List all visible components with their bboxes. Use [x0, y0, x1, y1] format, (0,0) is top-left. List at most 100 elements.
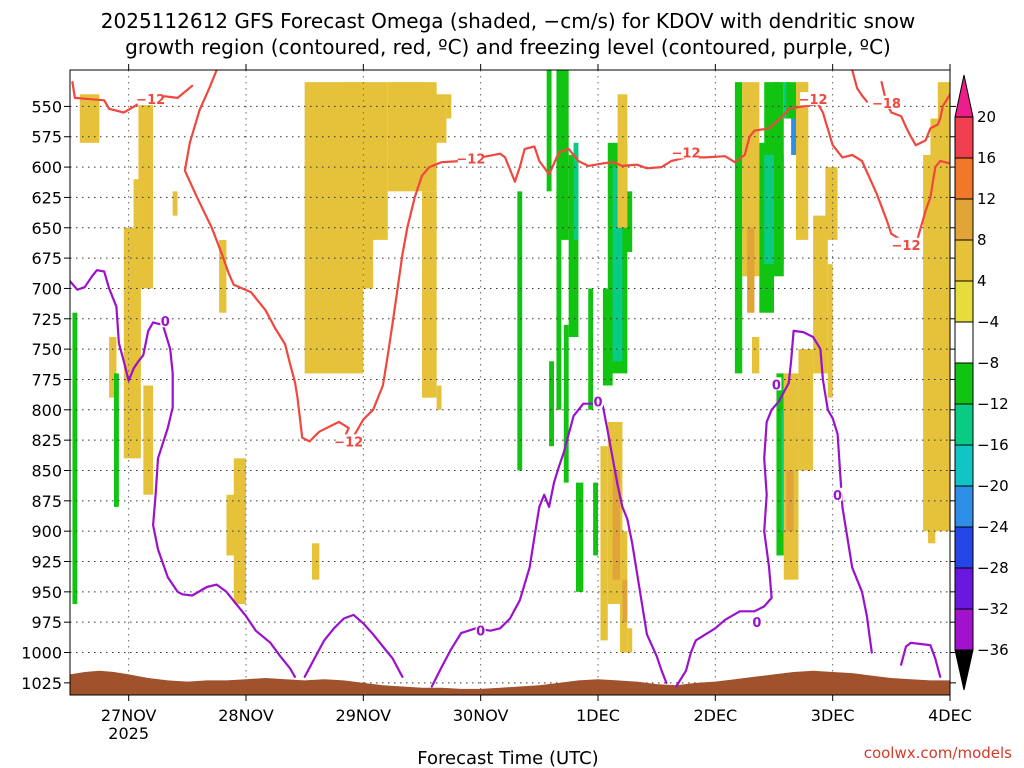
- colorbar-label-7: −12: [977, 395, 1009, 413]
- y-tick-label-8: 750: [31, 340, 62, 359]
- omega-cell-8: [172, 191, 178, 216]
- y-tick-label-6: 700: [31, 279, 62, 298]
- x-axis-label: Forecast Time (UTC): [417, 748, 598, 768]
- y-tick-label-0: 550: [31, 97, 62, 116]
- colorbar-label-9: −20: [977, 477, 1009, 495]
- omega-cell-34: [593, 482, 598, 556]
- contour-label-4: −18: [872, 97, 901, 112]
- freezing-contour-3: [675, 329, 873, 688]
- contour-label-1: −12: [456, 153, 485, 168]
- contour-label-7: 0: [161, 315, 170, 330]
- contour-label-12: 0: [833, 489, 842, 504]
- omega-cell-4: [133, 179, 139, 289]
- x-tick-label-0: 27NOV: [101, 706, 157, 725]
- contour-label-9: 0: [593, 395, 602, 410]
- omega-cell-49: [752, 336, 760, 374]
- contour-label-bg-8: [475, 623, 486, 637]
- colorbar-label-1: 16: [977, 149, 996, 167]
- contour-label-bg-0: [137, 92, 164, 106]
- y-tick-label-14: 900: [31, 522, 62, 541]
- colorbar-swatch-0: [954, 116, 974, 159]
- omega-cell-70: [928, 506, 936, 544]
- colorbar-swatch-1: [954, 157, 974, 200]
- omega-cell-24: [517, 191, 523, 471]
- x-tick-sublabel-0: 2025: [108, 724, 149, 743]
- contour-label-bg-9: [593, 394, 603, 408]
- title-line-1: 2025112612 GFS Forecast Omega (shaded, −…: [101, 9, 915, 33]
- y-tick-label-5: 675: [31, 249, 62, 268]
- omega-cell-48: [747, 227, 755, 313]
- omega-cell-41: [612, 470, 620, 580]
- colorbar-label-8: −16: [977, 436, 1009, 454]
- omega-cell-55: [791, 118, 796, 155]
- y-tick-label-16: 950: [31, 583, 62, 602]
- colorbar-label-5: −4: [977, 313, 999, 331]
- omega-cell-18: [392, 82, 422, 155]
- dgz-contour-2: [851, 70, 869, 103]
- omega-cell-33: [588, 288, 594, 410]
- omega-cell-2: [114, 373, 119, 507]
- omega-cell-20: [436, 385, 442, 410]
- colorbar-label-13: −36: [977, 641, 1009, 659]
- omega-cell-44: [627, 628, 633, 653]
- colorbar-label-2: 12: [977, 190, 996, 208]
- y-tick-label-3: 625: [31, 188, 62, 207]
- omega-cell-32: [576, 482, 584, 592]
- omega-cell-0: [72, 312, 78, 604]
- contour-label-5: −12: [892, 239, 921, 254]
- contour-label-bg-6: [335, 434, 362, 448]
- dgz-contours: [71, 70, 950, 443]
- colorbar-swatch-9: [954, 485, 974, 528]
- omega-cell-71: [930, 179, 950, 289]
- contour-label-11: 0: [772, 378, 781, 393]
- colorbar-swatch-6: [954, 362, 974, 405]
- omega-cell-14: [343, 82, 364, 192]
- y-tick-label-7: 725: [31, 310, 62, 329]
- omega-cell-63: [813, 215, 828, 374]
- colorbar-swatch-12: [954, 608, 974, 651]
- freezing-level-contours: [70, 269, 942, 688]
- omega-cell-39: [600, 446, 608, 641]
- colorbar-swatch-11: [954, 567, 974, 610]
- colorbar-bottom-triangle: [954, 649, 974, 691]
- x-tick-label-6: 3DEC: [811, 706, 855, 725]
- contour-label-bg-3: [800, 92, 827, 106]
- gridlines: [70, 70, 950, 695]
- omega-cell-62: [798, 349, 814, 471]
- dgz-contour-0: [71, 80, 194, 114]
- colorbar-label-0: 20: [977, 108, 996, 126]
- omega-cell-5: [138, 94, 154, 289]
- y-tick-label-17: 975: [31, 613, 62, 632]
- omega-cell-58: [776, 373, 784, 556]
- colorbar-label-4: 4: [977, 272, 987, 290]
- y-tick-label-1: 575: [31, 128, 62, 147]
- omega-cell-64: [827, 264, 833, 398]
- y-tick-label-10: 800: [31, 401, 62, 420]
- y-tick-label-15: 925: [31, 553, 62, 572]
- omega-cell-65: [825, 167, 838, 240]
- contour-label-bg-10: [751, 615, 762, 629]
- omega-cell-53: [774, 82, 784, 277]
- credit-text: coolwx.com/models: [864, 744, 1012, 762]
- omega-cell-19: [422, 191, 437, 398]
- colorbar-swatch-8: [954, 444, 974, 487]
- omega-cell-56: [786, 82, 796, 119]
- colorbar-swatch-2: [954, 198, 974, 241]
- omega-cell-45: [617, 94, 628, 228]
- contour-label-bg-7: [160, 314, 171, 328]
- y-tick-label-13: 875: [31, 492, 62, 511]
- contour-label-2: −12: [672, 147, 701, 162]
- contour-label-bg-1: [457, 151, 484, 165]
- contour-label-6: −12: [334, 435, 363, 450]
- freezing-contour-0: [70, 269, 296, 678]
- omega-cell-10: [226, 494, 237, 556]
- colorbar-swatch-10: [954, 526, 974, 569]
- y-tick-label-9: 775: [31, 370, 62, 389]
- omega-cell-1: [109, 336, 117, 398]
- omega-cell-9: [219, 239, 227, 313]
- freezing-contour-1: [303, 613, 404, 678]
- x-tick-label-4: 1DEC: [576, 706, 620, 725]
- omega-cell-11: [233, 458, 246, 604]
- contour-label-8: 0: [476, 625, 485, 640]
- y-tick-label-19: 1025: [21, 674, 62, 693]
